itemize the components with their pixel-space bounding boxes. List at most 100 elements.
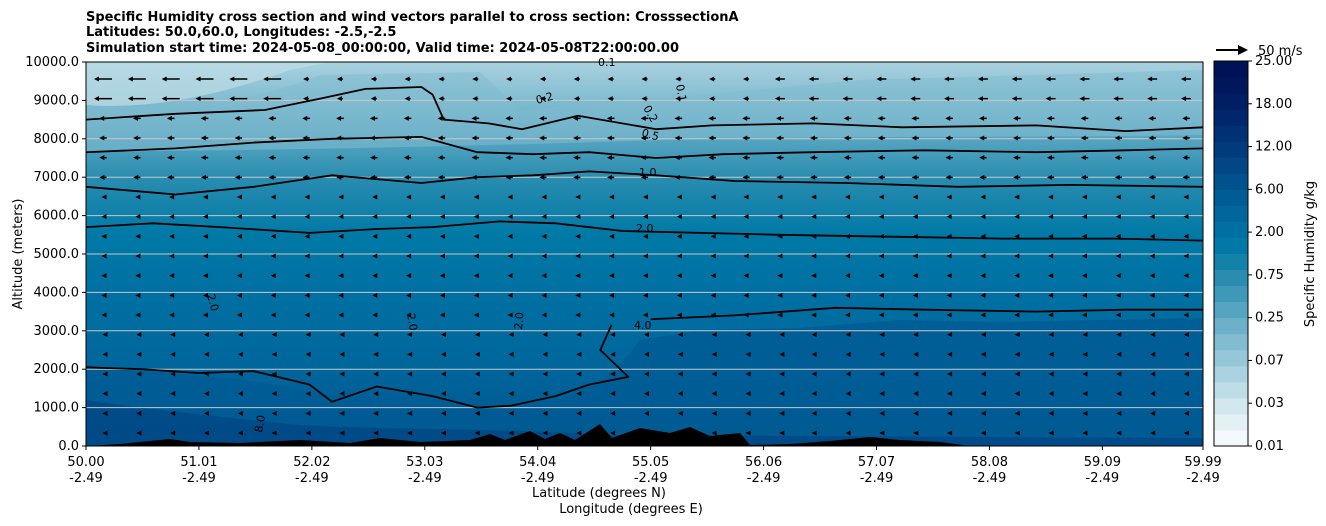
colorbar-frame — [1213, 60, 1249, 447]
wind-arrow — [779, 332, 785, 338]
wind-arrow — [169, 312, 175, 318]
wind-arrow — [1079, 96, 1090, 102]
wind-arrow — [237, 430, 243, 436]
wind-arrow — [575, 292, 581, 298]
wind-arrow — [610, 332, 616, 338]
wind-arrow — [710, 253, 716, 259]
wind-arrow — [1183, 233, 1189, 239]
wind-arrow — [1116, 332, 1122, 338]
wind-arrow — [1011, 76, 1022, 82]
wind-arrow — [170, 332, 176, 338]
wind-arrow — [878, 292, 884, 298]
wind-arrow — [1081, 214, 1087, 220]
y-tick-label: 7000.0 — [34, 170, 80, 185]
wind-arrow — [945, 174, 953, 180]
wind-arrow — [270, 312, 276, 318]
wind-arrow — [743, 76, 750, 82]
x-tick-label-lon: -2.49 — [634, 471, 668, 486]
x-tick-label-lat: 55.05 — [632, 455, 669, 470]
wind-arrow — [644, 391, 649, 397]
wind-arrow — [845, 253, 851, 259]
terrain — [86, 424, 970, 446]
wind-arrow — [842, 76, 853, 82]
wind-arrow — [1115, 253, 1121, 259]
x-tick-label-lon: -2.49 — [747, 471, 781, 486]
wind-arrow — [1183, 194, 1189, 200]
wind-arrow — [234, 115, 243, 121]
y-tick-label: 3000.0 — [34, 324, 80, 339]
wind-arrow — [877, 174, 885, 180]
wind-arrow — [879, 351, 885, 357]
wind-arrow — [1184, 430, 1189, 436]
colorbar-swatch — [1214, 413, 1248, 431]
x-tick-label-lat: 58.08 — [971, 455, 1008, 470]
wind-arrow — [170, 371, 176, 377]
wind-arrow — [776, 174, 784, 180]
wind-arrow — [506, 96, 513, 102]
wind-arrow — [708, 135, 716, 141]
wind-arrow — [1048, 214, 1054, 220]
wind-arrow — [1048, 312, 1054, 318]
wind-arrow — [1116, 351, 1122, 357]
wind-arrow — [542, 430, 548, 436]
wind-arrow — [1082, 371, 1088, 377]
wind-arrow — [946, 312, 952, 318]
wind-arrow — [945, 135, 953, 141]
wind-arrow — [439, 233, 445, 239]
wind-arrow — [912, 273, 918, 279]
wind-arrow — [473, 214, 479, 220]
wind-arrow — [169, 214, 175, 220]
wind-arrow — [576, 410, 582, 416]
wind-arrow — [779, 391, 785, 397]
colorbar-swatch — [1214, 301, 1248, 319]
title-line-3: Simulation start time: 2024-05-08_00:00:… — [86, 41, 679, 56]
wind-arrow — [1080, 174, 1089, 180]
wind-arrow — [229, 76, 248, 82]
wind-arrow — [473, 273, 479, 279]
wind-arrow — [1115, 273, 1121, 279]
wind-arrow — [135, 273, 141, 279]
wind-arrow — [1014, 410, 1020, 416]
wind-arrow — [94, 76, 112, 82]
wind-arrow — [203, 273, 209, 279]
wind-arrow — [204, 332, 210, 338]
wind-arrow — [845, 430, 851, 436]
wind-arrow — [912, 253, 918, 259]
wind-arrow — [507, 312, 513, 318]
wind-arrow — [271, 371, 277, 377]
wind-arrow — [372, 233, 378, 239]
wind-arrow — [234, 174, 242, 180]
wind-arrow — [473, 312, 479, 318]
wind-arrow — [102, 410, 108, 416]
x-tick-label-lat: 59.09 — [1084, 455, 1121, 470]
wind-arrow — [1012, 115, 1021, 121]
wind-arrow — [979, 115, 987, 121]
wind-arrow — [373, 410, 379, 416]
wind-arrow — [271, 332, 277, 338]
wind-arrow — [811, 214, 817, 220]
wind-arrow — [338, 312, 344, 318]
contour-label-2-0-c: 2.0 — [404, 312, 420, 331]
colorbar-swatch — [1214, 349, 1248, 367]
wind-arrow — [270, 273, 276, 279]
wind-arrow — [336, 96, 343, 102]
wind-arrow — [711, 410, 717, 416]
wind-arrow — [1184, 371, 1189, 377]
wind-arrow — [1048, 273, 1054, 279]
wind-arrow — [507, 273, 513, 279]
contour-label-4-0: 4.0 — [634, 319, 652, 332]
colorbar-swatch — [1214, 77, 1248, 94]
wind-arrow — [474, 410, 480, 416]
wind-arrow — [101, 292, 107, 298]
wind-arrow — [406, 273, 412, 279]
wind-arrow — [1014, 273, 1020, 279]
wind-arrow — [811, 312, 817, 318]
x-tick-label-lon: -2.49 — [1086, 471, 1120, 486]
contour-label-8-0: 8.0 — [252, 414, 268, 433]
wind-arrow — [677, 391, 683, 397]
wind-arrow — [203, 253, 209, 259]
wind-arrow — [170, 430, 176, 436]
colorbar-swatch — [1214, 381, 1248, 399]
wind-arrow — [743, 253, 749, 259]
wind-arrow — [878, 253, 884, 259]
